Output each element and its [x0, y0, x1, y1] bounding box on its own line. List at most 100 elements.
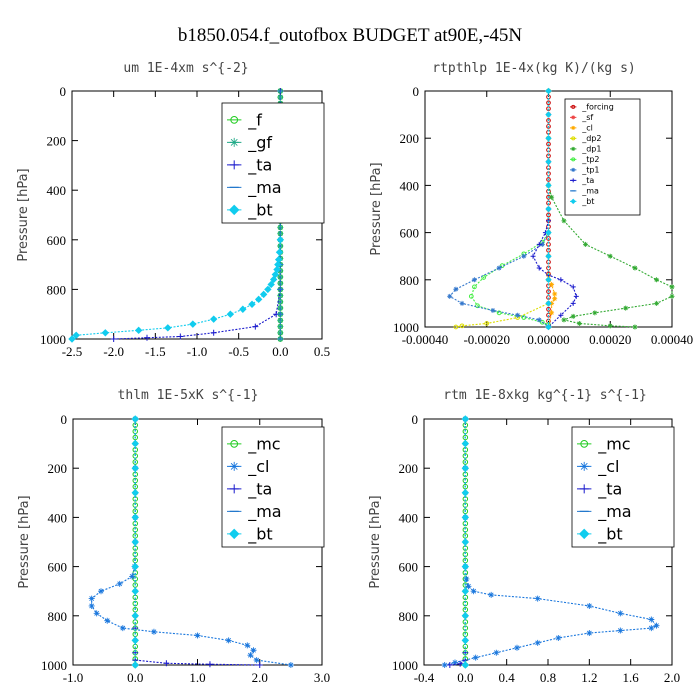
data-point — [570, 300, 576, 306]
data-point — [72, 331, 80, 339]
legend-label: _mc — [247, 434, 280, 454]
data-point — [119, 625, 126, 632]
data-point — [461, 661, 470, 669]
series-line — [448, 232, 549, 328]
legend-marker — [571, 146, 576, 151]
data-point — [623, 305, 629, 311]
data-point — [244, 642, 251, 649]
legend-label: _ma — [247, 502, 281, 522]
x-tick-label: 0.0 — [272, 344, 288, 359]
data-point — [104, 617, 111, 624]
y-tick-label: 800 — [400, 273, 420, 288]
x-tick-label: 0.00020 — [589, 332, 631, 347]
x-tick-label: -0.00040 — [402, 332, 449, 347]
data-point — [264, 285, 272, 294]
series-bt — [131, 415, 139, 669]
data-point — [131, 661, 139, 669]
data-point — [88, 602, 95, 609]
data-point — [277, 94, 284, 101]
series-line — [547, 91, 673, 328]
y-tick-label: 1000 — [40, 332, 66, 347]
data-point — [441, 662, 448, 668]
data-point — [648, 625, 655, 632]
y-axis-label: Pressure [hPa] — [16, 168, 31, 261]
data-point — [461, 415, 470, 423]
data-point — [453, 324, 459, 330]
data-point — [461, 636, 470, 645]
data-point — [131, 587, 139, 595]
data-point — [496, 310, 502, 316]
x-tick-label: 1.0 — [189, 670, 205, 685]
legend-marker — [230, 440, 239, 448]
y-tick-label: 600 — [399, 560, 419, 575]
legend-label: _ma — [597, 502, 631, 522]
panel-title: thlm 1E-5xK s^{-1} — [118, 388, 259, 403]
data-point — [453, 286, 459, 292]
x-tick-label: -2.0 — [103, 344, 124, 359]
data-point — [110, 336, 117, 342]
data-point — [583, 241, 589, 247]
legend-marker — [579, 484, 589, 494]
data-point — [459, 300, 465, 306]
legend-marker — [571, 178, 576, 183]
data-point — [472, 284, 477, 290]
legend-label: _dp2 — [581, 134, 601, 143]
data-point — [239, 305, 247, 313]
data-point — [539, 319, 545, 325]
data-point — [546, 118, 551, 123]
data-point — [447, 293, 453, 299]
data-point — [493, 649, 500, 656]
x-tick-label: -0.4 — [414, 670, 435, 685]
legend: _mc _cl_ta _ma_bt — [221, 426, 325, 548]
legend-label: _ma — [581, 187, 599, 196]
legend-label: _f — [247, 110, 262, 130]
data-point — [206, 661, 213, 668]
data-point — [515, 312, 521, 318]
data-point — [461, 538, 470, 546]
data-point — [654, 300, 660, 306]
data-point — [209, 315, 218, 323]
legend-marker — [578, 528, 590, 540]
y-tick-label: 600 — [48, 560, 68, 575]
data-point — [470, 588, 477, 595]
data-point — [549, 282, 555, 288]
series-line — [470, 91, 550, 327]
x-tick-label: 1.2 — [581, 670, 597, 685]
data-point — [484, 321, 490, 326]
data-point — [534, 595, 541, 602]
data-point — [131, 489, 139, 497]
data-point — [545, 323, 552, 331]
data-point — [545, 229, 552, 236]
legend-marker — [230, 116, 239, 124]
data-point — [164, 324, 172, 332]
legend-marker — [229, 137, 239, 147]
panel-title: um 1E-4xm s^{-2} — [123, 61, 248, 76]
panel-title: rtpthlp 1E-4x(kg K)/(kg s) — [432, 61, 636, 76]
data-point — [586, 602, 593, 609]
data-point — [189, 320, 197, 328]
data-point — [267, 280, 275, 289]
data-point — [177, 333, 184, 340]
data-point — [552, 291, 558, 297]
data-point — [116, 580, 123, 587]
data-point — [549, 194, 555, 200]
data-point — [654, 277, 660, 283]
data-point — [617, 627, 624, 634]
legend-marker — [229, 160, 239, 170]
data-point — [134, 326, 143, 335]
data-point — [471, 277, 477, 283]
data-point — [669, 284, 675, 290]
data-point — [490, 307, 496, 313]
data-point — [461, 464, 470, 472]
data-point — [210, 329, 217, 336]
data-point — [592, 310, 598, 316]
legend-marker — [229, 484, 239, 494]
legend-box — [221, 102, 325, 224]
legend-label: _bt — [597, 524, 622, 544]
data-point — [269, 275, 278, 284]
y-tick-label: 600 — [47, 233, 67, 248]
data-point — [561, 218, 567, 224]
data-point — [496, 265, 502, 271]
legend-label: _ma — [247, 178, 281, 198]
data-point — [536, 317, 542, 323]
